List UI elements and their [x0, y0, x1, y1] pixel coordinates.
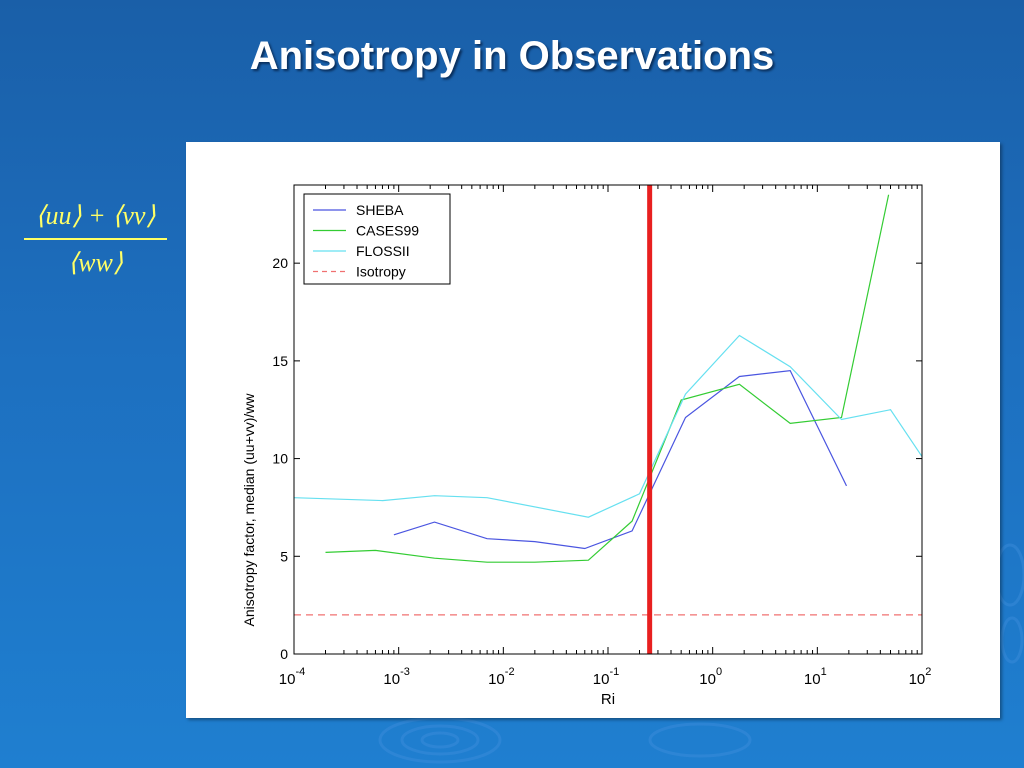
x-axis-label: Ri: [601, 691, 615, 708]
x-tick-label: 10-3: [383, 666, 409, 688]
y-tick-label: 5: [280, 548, 288, 564]
slide-title: Anisotropy in Observations: [249, 34, 775, 78]
legend-label-cases99: CASES99: [356, 223, 419, 239]
x-tick-label: 100: [699, 666, 722, 688]
y-tick-label: 15: [272, 353, 288, 369]
x-tick-label: 102: [909, 666, 932, 688]
x-tick-label-exponent: 1: [821, 666, 827, 678]
x-tick-label-exponent: -2: [505, 666, 515, 678]
anisotropy-formula: ⟨uu⟩ + ⟨vv⟩ ⟨ww⟩: [18, 196, 173, 282]
legend-box: [303, 193, 451, 285]
y-tick-label: 10: [272, 451, 288, 467]
chart-panel: 0 5 10 15 20 10-4 10-3 10-2 10-1 100 101 102 SHEBA C…: [186, 142, 1000, 718]
formula-numerator: ⟨uu⟩ + ⟨vv⟩: [35, 201, 156, 230]
series-line-cases99: [325, 194, 890, 563]
x-tick-label-exponent: 0: [716, 666, 722, 678]
y-tick-label: 20: [272, 255, 288, 271]
x-tick-label-base: 10: [699, 671, 716, 688]
legend-label-isotropy: Isotropy: [356, 264, 406, 280]
x-tick-label-base: 10: [488, 671, 505, 688]
x-tick-label: 10-4: [279, 666, 305, 688]
x-tick-label: 101: [804, 666, 827, 688]
legend-label-flossii: FLOSSII: [356, 243, 410, 259]
x-tick-label-base: 10: [279, 671, 296, 688]
formula-fraction-bar: [24, 238, 167, 240]
x-tick-label-base: 10: [804, 671, 821, 688]
y-tick-label: 0: [280, 646, 288, 662]
x-tick-label-exponent: 2: [925, 666, 931, 678]
x-tick-label-base: 10: [593, 671, 610, 688]
x-tick-label-base: 10: [909, 671, 926, 688]
x-tick-label-exponent: -3: [400, 666, 410, 678]
x-tick-label: 10-2: [488, 666, 514, 688]
legend-label-sheba: SHEBA: [356, 202, 404, 218]
series-line-sheba: [393, 369, 848, 550]
x-tick-label-base: 10: [383, 671, 400, 688]
x-tick-label-exponent: -1: [609, 666, 619, 678]
x-tick-label-exponent: -4: [295, 666, 305, 678]
formula-denominator: ⟨ww⟩: [68, 248, 123, 277]
series-line-flossii: [294, 334, 922, 518]
x-tick-label: 10-1: [593, 666, 619, 688]
y-axis-label: Anisotropy factor, median (uu+vv)/ww: [241, 393, 257, 627]
